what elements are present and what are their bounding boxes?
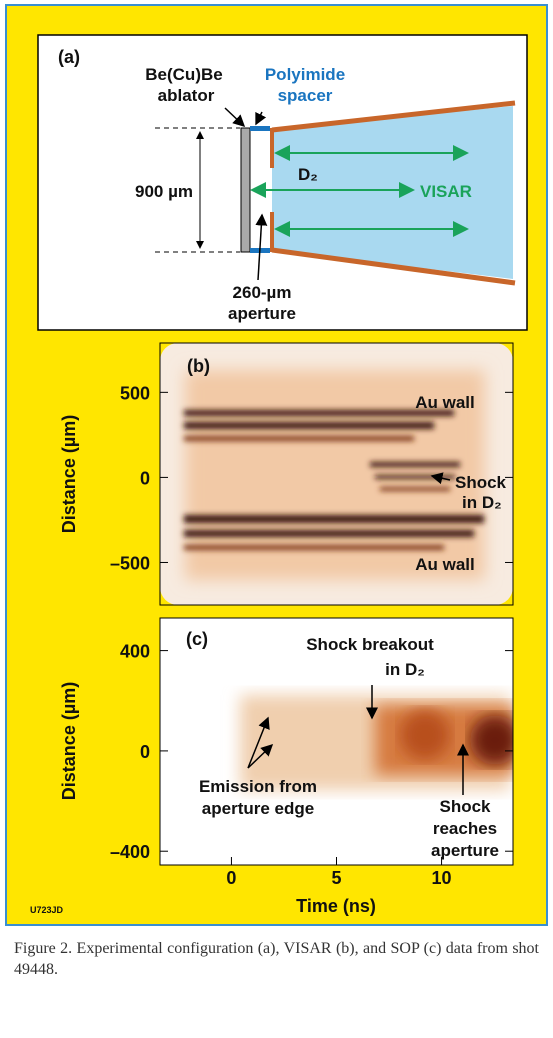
annotation: Emission from: [199, 777, 317, 796]
annotation: in D₂: [385, 660, 425, 679]
x-axis-label: Time (ns): [296, 896, 376, 916]
y-axis-label: Distance (µm): [59, 415, 79, 533]
label: spacer: [278, 86, 333, 105]
panel-label: (a): [58, 47, 80, 67]
y-tick-label: 500: [120, 383, 150, 403]
page: (a) Be(Cu)Be ablator Polyimide spacer D₂…: [0, 0, 553, 1038]
ablator: [241, 128, 250, 252]
x-tick-label: 10: [432, 868, 452, 888]
panel-label: (b): [187, 356, 210, 376]
annotation: Au wall: [415, 555, 475, 574]
label: Polyimide: [265, 65, 345, 84]
figure: (a) Be(Cu)Be ablator Polyimide spacer D₂…: [0, 0, 553, 930]
annotation: Au wall: [415, 393, 475, 412]
label: Be(Cu)Be: [145, 65, 222, 84]
y-tick-label: 400: [120, 642, 150, 662]
spacer: [250, 126, 270, 131]
annotation: in D₂: [462, 493, 502, 512]
caption: Figure 2. Experimental configuration (a)…: [14, 938, 539, 980]
label: VISAR: [420, 182, 472, 201]
x-tick-label: 5: [331, 868, 341, 888]
x-tick-label: 0: [226, 868, 236, 888]
label: ablator: [158, 86, 215, 105]
annotation: Shock: [439, 797, 491, 816]
panel-label: (c): [186, 629, 208, 649]
annotation: Shock: [455, 473, 507, 492]
annotation: aperture edge: [202, 799, 314, 818]
y-tick-label: 0: [140, 468, 150, 488]
y-tick-label: –500: [110, 553, 150, 573]
label: D₂: [298, 165, 318, 184]
y-tick-label: –400: [110, 842, 150, 862]
figure-id: U723JD: [30, 905, 64, 915]
annotation: reaches: [433, 819, 497, 838]
label: 900 µm: [135, 182, 193, 201]
y-axis-label: Distance (µm): [59, 682, 79, 800]
annotation: Shock breakout: [306, 635, 434, 654]
label: aperture: [228, 304, 296, 323]
y-tick-label: 0: [140, 742, 150, 762]
label: 260-µm: [233, 283, 292, 302]
